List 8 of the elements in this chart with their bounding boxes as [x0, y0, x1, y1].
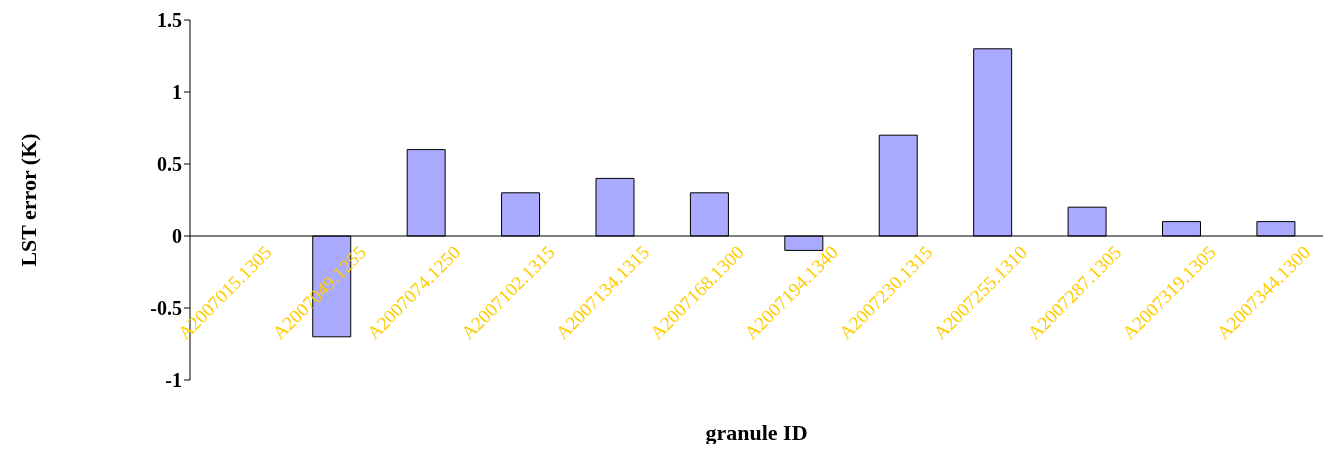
y-tick-label: 1	[172, 81, 182, 104]
y-tick-label: 1.5	[157, 9, 182, 32]
y-tick-label: -0.5	[150, 297, 182, 320]
y-tick-label: -1	[165, 369, 182, 392]
y-tick-label: 0	[172, 225, 182, 248]
x-axis-title: granule ID	[705, 420, 808, 445]
y-tick-label: 0.5	[157, 153, 182, 176]
y-axis-title: LST error (K)	[15, 133, 41, 267]
